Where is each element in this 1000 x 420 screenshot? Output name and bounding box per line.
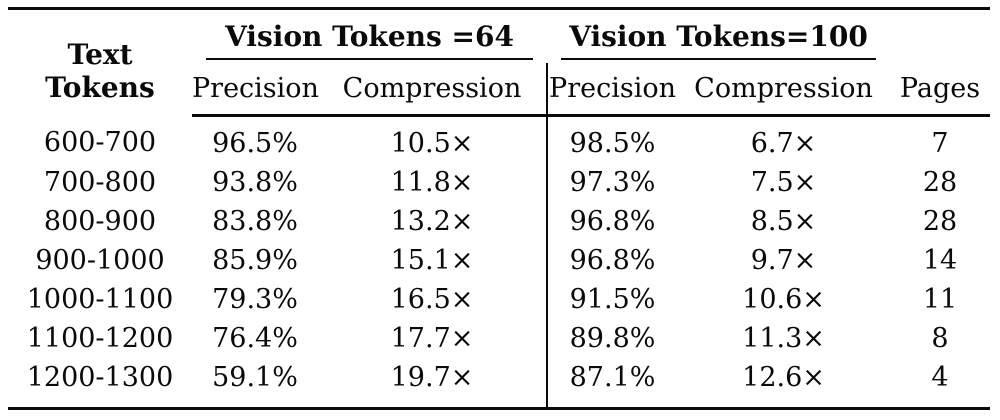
cell-precision-64: 59.1% [212,362,298,393]
table-row: 1000-1100 79.3% 16.5× 91.5% 10.6× 11 [8,280,990,319]
cell-compression-100: 8.5× [750,206,817,237]
cell-precision-100: 91.5% [546,280,678,319]
cell-precision-64: 76.4% [212,323,298,354]
table-row: 1200-1300 59.1% 19.7× 87.1% 12.6× 4 [8,358,990,409]
table-row: 700-800 93.8% 11.8× 97.3% 7.5× 28 [8,163,990,202]
cell-compression-64: 16.5× [390,284,474,315]
table-head: Text Tokens Vision Tokens =64 Vision Tok… [8,9,991,117]
cell-precision-64: 96.5% [212,128,298,159]
cell-precision-100: 97.3% [546,163,678,202]
cell-text-tokens: 600-700 [43,127,157,159]
col-group-vision-tokens-100: Vision Tokens=100 [547,9,890,64]
cell-text-tokens: 700-800 [43,167,157,198]
cell-compression-64: 10.5× [390,128,474,159]
cell-compression-64: 11.8× [390,167,474,198]
cell-precision-100: 89.8% [546,319,678,358]
col-header-compression-64: Compression [318,63,548,117]
col-group-vision-tokens-64: Vision Tokens =64 [192,9,547,64]
cell-pages: 11 [922,284,958,315]
cell-precision-100: 87.1% [546,358,678,409]
cell-compression-100: 9.7× [750,245,817,276]
cell-compression-100: 7.5× [750,167,817,198]
cell-compression-64: 13.2× [390,206,474,237]
sub-header-row: Precision Compression Precision Compress… [8,63,991,117]
pages-header-spacer [890,9,990,64]
col-header-text-tokens: Text Tokens [45,38,155,104]
cmidrule-group2: Vision Tokens=100 [561,10,877,60]
cell-compression-64: 17.7× [390,323,474,354]
col-header-precision-100: Precision [546,63,678,117]
cell-compression-64: 15.1× [390,245,474,276]
col-header-pages: Pages [890,63,991,117]
cell-precision-64: 85.9% [212,245,298,276]
col-header-compression-100: Compression [677,63,891,117]
group2-label: Vision Tokens=100 [569,19,868,53]
table-row: 800-900 83.8% 13.2× 96.8% 8.5× 28 [8,202,990,241]
cell-pages: 8 [931,323,949,354]
cell-precision-100: 96.8% [546,241,678,280]
cell-text-tokens: 1100-1200 [26,323,174,354]
table-body: 600-700 96.5% 10.5× 98.5% 6.7× 7 700-800… [8,115,990,409]
cell-precision-64: 93.8% [212,167,298,198]
cell-text-tokens: 800-900 [43,206,157,237]
cell-pages: 14 [922,245,958,276]
cell-precision-100: 98.5% [546,115,678,163]
cell-compression-100: 11.3× [742,323,825,354]
group-header-row: Text Tokens Vision Tokens =64 Vision Tok… [8,9,990,104]
cell-compression-64: 19.7× [390,362,474,393]
cell-text-tokens: 1000-1100 [26,284,174,315]
cell-text-tokens: 900-1000 [35,245,165,276]
cell-pages: 28 [922,167,958,198]
table-row: 900-1000 85.9% 15.1× 96.8% 9.7× 14 [8,241,990,280]
cell-precision-64: 83.8% [212,206,298,237]
cell-compression-100: 6.7× [750,128,817,159]
cell-precision-100: 96.8% [546,202,678,241]
cell-precision-64: 79.3% [212,284,298,315]
cell-compression-100: 10.6× [742,284,825,315]
table-row: 600-700 96.5% 10.5× 98.5% 6.7× 7 [8,115,990,163]
table-row: 1100-1200 76.4% 17.7× 89.8% 11.3× 8 [8,319,990,358]
cmidrule-group1: Vision Tokens =64 [206,10,534,60]
cell-pages: 4 [931,362,949,393]
cell-pages: 7 [931,128,949,159]
results-table: Text Tokens Vision Tokens =64 Vision Tok… [8,7,991,410]
col-header-precision-64: Precision [192,63,319,117]
cell-pages: 28 [922,206,958,237]
group1-label: Vision Tokens =64 [225,19,514,53]
cell-compression-100: 12.6× [742,362,825,393]
cell-text-tokens: 1200-1300 [26,362,174,393]
